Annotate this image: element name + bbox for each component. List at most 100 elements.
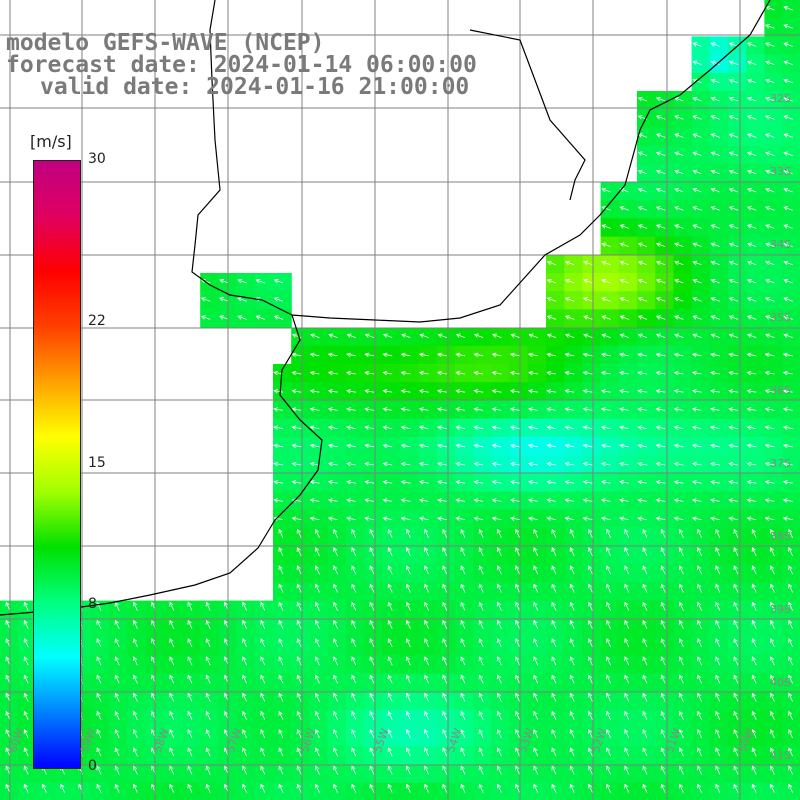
- wind-arrow: [296, 765, 302, 775]
- wind-arrow: [387, 583, 393, 593]
- wind-cell: [546, 382, 565, 401]
- wind-arrow: [242, 656, 247, 666]
- wind-cell: [400, 345, 420, 365]
- wind-arrow: [509, 443, 520, 449]
- wind-arrow: [710, 260, 720, 266]
- wind-arrow: [746, 96, 757, 102]
- wind-arrow: [660, 583, 666, 593]
- wind-arrow: [491, 370, 502, 376]
- wind-arrow: [746, 425, 757, 430]
- wind-arrow: [442, 565, 448, 575]
- wind-arrow: [327, 389, 338, 394]
- wind-arrow: [364, 480, 375, 485]
- wind-arrow: [327, 407, 338, 412]
- wind-arrow: [564, 407, 575, 412]
- wind-arrow: [678, 528, 684, 538]
- wind-cell: [673, 400, 693, 420]
- wind-arrow: [491, 516, 502, 521]
- wind-cell: [764, 364, 784, 383]
- wind-arrow: [478, 783, 484, 793]
- wind-arrow: [769, 656, 775, 666]
- wind-arrow: [655, 333, 666, 338]
- wind-arrow: [296, 638, 302, 648]
- wind-arrow: [564, 260, 575, 266]
- wind-arrow: [733, 656, 739, 666]
- wind-arrow: [314, 638, 320, 648]
- wind-arrow: [96, 747, 102, 757]
- wind-arrow: [327, 370, 338, 376]
- wind-arrow: [765, 297, 775, 302]
- wind-arrow: [655, 260, 666, 266]
- wind-arrow: [260, 729, 266, 739]
- wind-cell: [400, 364, 420, 383]
- wind-arrow: [710, 278, 720, 284]
- wind-arrow: [697, 656, 702, 666]
- lat-label: 36S: [770, 384, 791, 397]
- wind-arrow: [187, 729, 193, 739]
- wind-arrow: [637, 278, 648, 284]
- wind-cell: [546, 491, 565, 511]
- wind-arrow: [715, 747, 721, 757]
- wind-cell: [455, 436, 474, 456]
- wind-arrow: [728, 60, 739, 65]
- wind-arrow: [551, 547, 557, 557]
- wind-arrow: [782, 516, 793, 521]
- wind-arrow: [751, 674, 757, 684]
- wind-arrow: [96, 710, 102, 720]
- wind-arrow: [569, 729, 575, 739]
- wind-arrow: [509, 407, 520, 412]
- wind-arrow: [746, 278, 757, 284]
- wind-arrow: [673, 498, 684, 503]
- wind-arrow: [769, 692, 775, 702]
- wind-cell: [564, 473, 583, 492]
- wind-arrow: [673, 516, 684, 521]
- wind-arrow: [418, 480, 429, 485]
- wind-arrow: [169, 692, 175, 702]
- wind-arrow: [455, 498, 466, 503]
- wind-arrow: [351, 710, 357, 720]
- wind-cell: [455, 345, 474, 365]
- wind-arrow: [187, 710, 193, 720]
- wind-cell: [728, 473, 747, 492]
- wind-arrow: [478, 528, 484, 538]
- wind-arrow: [496, 765, 502, 775]
- wind-arrow: [624, 729, 630, 739]
- wind-arrow: [582, 407, 593, 412]
- wind-arrow: [783, 24, 793, 29]
- wind-arrow: [200, 297, 211, 302]
- wind-arrow: [528, 352, 538, 358]
- wind-arrow: [678, 710, 684, 720]
- wind-arrow: [728, 133, 739, 138]
- wind-arrow: [327, 480, 338, 485]
- wind-arrow: [314, 765, 320, 775]
- wind-arrow: [601, 333, 611, 338]
- wind-arrow: [351, 729, 357, 739]
- lat-label: 32S: [770, 92, 791, 105]
- wind-arrow: [642, 710, 648, 720]
- wind-cell: [746, 418, 765, 438]
- wind-arrow: [619, 389, 629, 394]
- wind-cell: [527, 418, 547, 438]
- wind-arrow: [728, 370, 739, 376]
- wind-arrow: [642, 747, 648, 757]
- wind-arrow: [205, 656, 211, 666]
- wind-cell: [436, 473, 456, 492]
- coastline: [0, 0, 771, 616]
- wind-arrow: [314, 565, 320, 575]
- wind-cell: [746, 436, 765, 456]
- wind-arrow: [442, 783, 448, 793]
- wind-cell: [455, 455, 474, 474]
- wind-arrow: [692, 315, 702, 320]
- wind-arrow: [273, 480, 284, 485]
- wind-arrow: [187, 674, 193, 684]
- wind-arrow: [515, 692, 520, 702]
- wind-arrow: [328, 333, 338, 338]
- wind-cell: [309, 436, 329, 456]
- wind-arrow: [369, 638, 375, 648]
- wind-arrow: [219, 278, 229, 284]
- wind-arrow: [624, 565, 630, 575]
- wind-arrow: [606, 656, 611, 666]
- wind-cell: [582, 455, 602, 474]
- wind-arrow: [697, 619, 702, 629]
- wind-arrow: [442, 528, 448, 538]
